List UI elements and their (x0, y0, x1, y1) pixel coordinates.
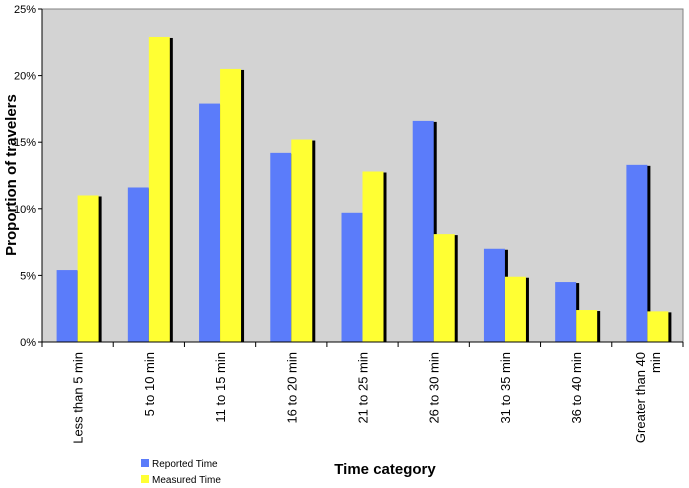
legend-label: Reported Time (152, 459, 218, 470)
y-axis: 0% 5% 10% 15% 20% 25% (14, 4, 43, 349)
bar-reported-time (56, 270, 78, 342)
x-tick-label-line: 26 to 30 min (427, 352, 442, 424)
bar-measured-time (504, 276, 526, 342)
x-tick-label-line: 16 to 20 min (284, 352, 299, 424)
x-tick-label: 5 to 10 min (142, 352, 157, 416)
x-tick-label: Less than 5 min (71, 352, 86, 444)
x-tick-label: 36 to 40 min (569, 352, 584, 424)
y-tick-label: 0% (20, 337, 36, 349)
x-tick-label: 11 to 15 min (213, 352, 228, 423)
x-tick-labels: Less than 5 min 5 to 10 min 11 to 15 min 16… (71, 352, 663, 444)
x-axis (41, 341, 684, 347)
bar-measured-time (576, 310, 598, 342)
bar-measured-time (148, 36, 170, 343)
y-tick-label: 20% (14, 71, 36, 83)
y-tick-label: 10% (14, 204, 36, 216)
x-tick-label: 31 to 35 min (498, 352, 513, 424)
bars (56, 36, 672, 343)
y-axis-title: Proportion of travelers (3, 94, 20, 256)
x-tick-label-line: Greater than 40 (633, 352, 648, 443)
bar-measured-time (220, 68, 242, 342)
bar-reported-time (127, 187, 149, 342)
x-tick-label: 21 to 25 min (356, 352, 371, 424)
bar-reported-time (412, 120, 434, 342)
bar-reported-time (341, 212, 363, 342)
bar-reported-time (270, 152, 292, 342)
x-tick-label-line: 11 to 15 min (213, 352, 228, 423)
x-tick-label-line: 31 to 35 min (498, 352, 513, 424)
legend: Reported Time Measured Time (141, 459, 221, 486)
x-tick-label: 16 to 20 min (284, 352, 299, 424)
x-tick-label: Greater than 40 min (633, 352, 663, 443)
legend-label: Measured Time (152, 475, 221, 486)
bar-reported-time (483, 248, 505, 342)
x-tick-label-line: min (648, 352, 663, 373)
bar-measured-time (362, 171, 384, 342)
y-tick-label: 15% (14, 137, 36, 149)
bar-measured-time (647, 311, 669, 342)
x-axis-title: Time category (334, 461, 436, 478)
bar-measured-time (291, 139, 313, 342)
y-tick-label: 25% (14, 4, 36, 16)
legend-swatch (141, 459, 149, 467)
x-tick-label-line: 5 to 10 min (142, 352, 157, 416)
x-tick-label-line: 21 to 25 min (356, 352, 371, 424)
bar-measured-time (77, 195, 99, 342)
y-tick-label: 5% (20, 270, 36, 282)
legend-swatch (141, 475, 149, 483)
bar-measured-time (433, 234, 455, 342)
x-tick-label: 26 to 30 min (427, 352, 442, 424)
bar-reported-time (555, 282, 577, 342)
bar-reported-time (199, 103, 221, 343)
x-tick-label-line: Less than 5 min (71, 352, 86, 444)
bar-reported-time (626, 164, 648, 342)
x-tick-label-line: 36 to 40 min (569, 352, 584, 424)
